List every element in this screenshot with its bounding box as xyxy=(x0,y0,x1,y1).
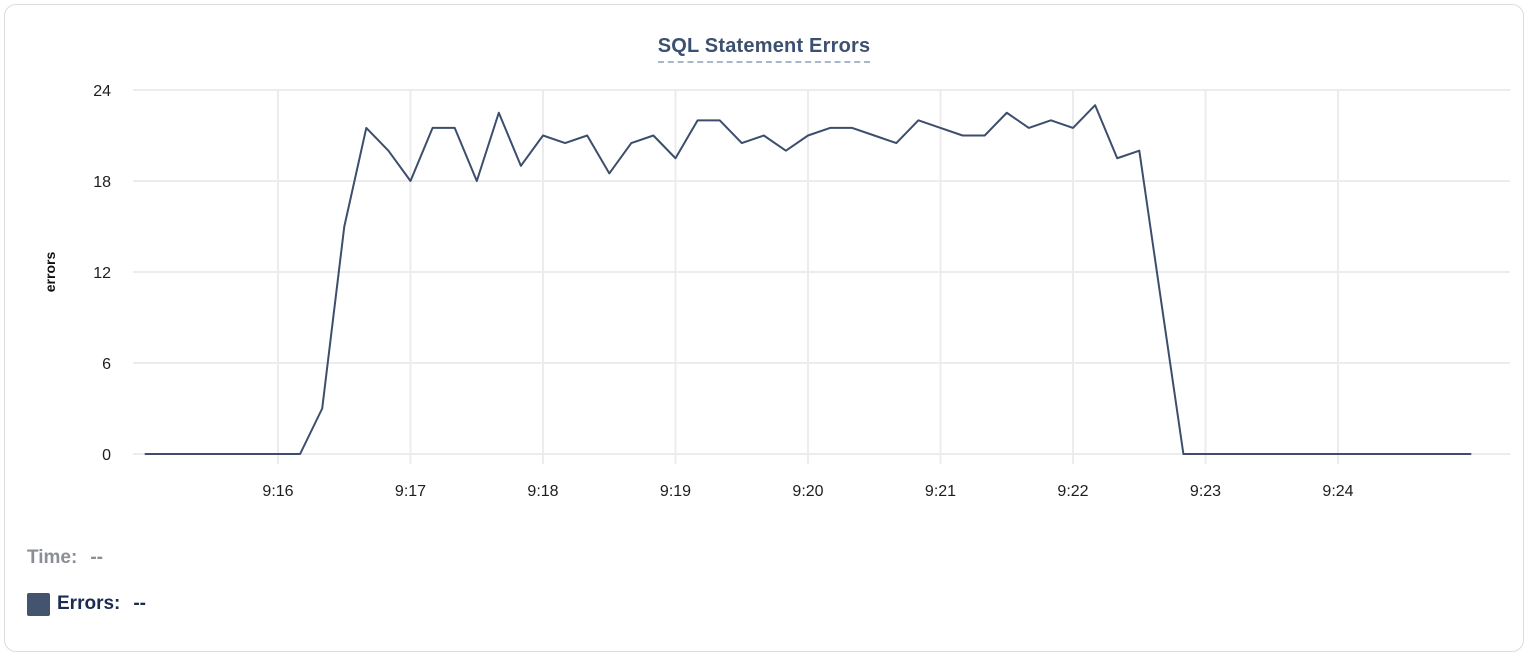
legend-errors-value: -- xyxy=(133,593,147,614)
x-tick-label: 9:16 xyxy=(262,483,293,500)
y-tick-label: 18 xyxy=(93,174,111,191)
y-tick-label: 24 xyxy=(93,83,111,100)
legend-errors-label: Errors: xyxy=(57,593,121,614)
x-tick-label: 9:21 xyxy=(925,483,956,500)
legend-time-row: Time: -- xyxy=(27,545,146,571)
x-tick-label: 9:23 xyxy=(1190,483,1221,500)
chart-title[interactable]: SQL Statement Errors xyxy=(657,35,871,63)
legend-errors-row[interactable]: Errors: -- xyxy=(27,591,146,617)
errors-line-chart[interactable]: 0 6 12 18 24 9:16 9:17 9:18 9:19 9:20 9:21 9:22 9:23… xyxy=(5,5,1528,657)
x-tick-label: 9:19 xyxy=(660,483,691,500)
x-tick-label: 9:20 xyxy=(792,483,823,500)
x-tick-label: 9:24 xyxy=(1322,483,1353,500)
x-tick-label: 9:17 xyxy=(395,483,426,500)
chart-title-wrap: SQL Statement Errors xyxy=(5,35,1523,63)
legend-time-value: -- xyxy=(90,547,103,568)
y-axis-title: errors xyxy=(42,252,58,293)
y-tick-label: 12 xyxy=(93,265,111,282)
x-tick-label: 9:22 xyxy=(1057,483,1088,500)
chart-card: SQL Statement Errors 0 6 12 18 24 9:16 9:17 9:1… xyxy=(4,4,1524,652)
y-tick-label: 0 xyxy=(102,447,111,464)
chart-legend: Time: -- Errors: -- xyxy=(27,545,146,617)
errors-line-series xyxy=(144,104,1472,455)
x-tick-label: 9:18 xyxy=(527,483,558,500)
y-tick-label: 6 xyxy=(102,356,111,373)
errors-series-swatch xyxy=(27,592,50,616)
legend-time-label: Time: xyxy=(27,547,78,568)
